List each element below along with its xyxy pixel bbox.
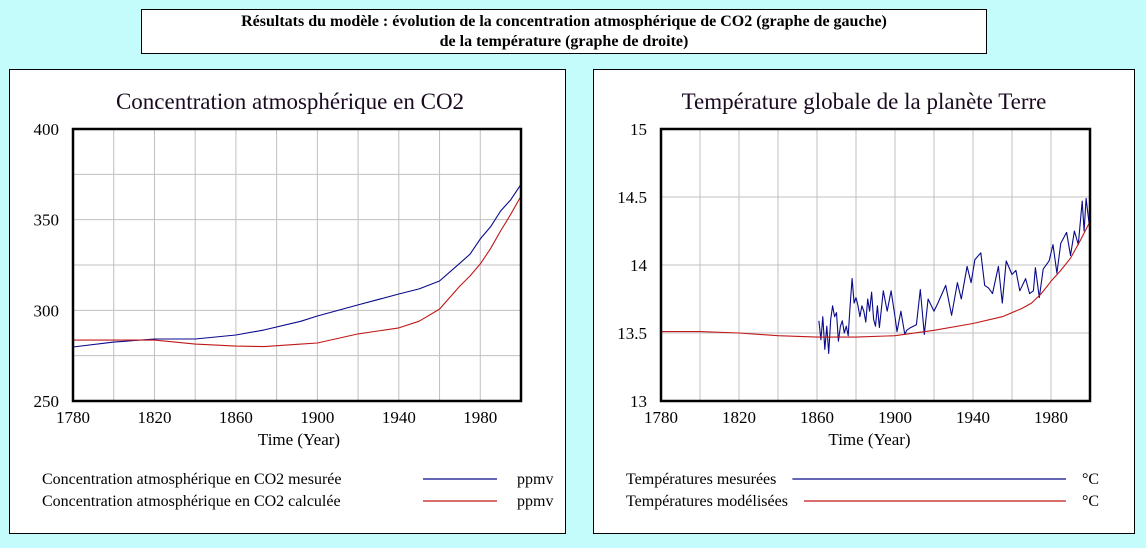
x-tick-label: 1860 bbox=[219, 408, 253, 427]
x-tick-label: 1820 bbox=[722, 408, 756, 427]
y-tick-label: 13 bbox=[630, 392, 647, 411]
results-title-line-1: Résultats du modèle : évolution de la co… bbox=[241, 13, 887, 30]
temperature-chart-panel: Température globale de la planète Terre 1… bbox=[593, 69, 1135, 534]
chart-title: Concentration atmosphérique en CO2 bbox=[116, 89, 464, 114]
plot-frame bbox=[659, 127, 1092, 403]
x-axis-label: Time (Year) bbox=[828, 430, 910, 449]
temperature-chart: Température globale de la planète Terre 1… bbox=[617, 89, 1099, 510]
legend-label: Concentration atmosphérique en CO2 calcu… bbox=[42, 493, 341, 510]
results-title-box: Résultats du modèle : évolution de la co… bbox=[141, 9, 987, 54]
legend-item: Concentration atmosphérique en CO2 mesur… bbox=[42, 471, 553, 488]
results-title-line-2: de la température (graphe de droite) bbox=[439, 33, 689, 50]
y-tick-label: 400 bbox=[34, 120, 60, 139]
legend-label: Températures modélisées bbox=[626, 493, 788, 510]
x-tick-label: 1900 bbox=[300, 408, 334, 427]
legend-label: Concentration atmosphérique en CO2 mesur… bbox=[42, 471, 341, 488]
legend-unit: ppmv bbox=[517, 493, 553, 510]
legend-item: Températures mesurées °C bbox=[626, 471, 1099, 488]
series-line-measured bbox=[72, 183, 522, 348]
y-tick-label: 300 bbox=[34, 301, 60, 320]
legend-unit: ppmv bbox=[517, 471, 553, 488]
x-tick-label: 1940 bbox=[382, 408, 416, 427]
legend-unit: °C bbox=[1082, 493, 1099, 510]
x-tick-label: 1980 bbox=[1034, 408, 1068, 427]
x-tick-label: 1780 bbox=[644, 408, 678, 427]
legend-label: Températures mesurées bbox=[626, 471, 776, 488]
x-tick-label: 1820 bbox=[137, 408, 171, 427]
series-line-measured bbox=[818, 197, 1091, 354]
x-tick-label: 1780 bbox=[56, 408, 90, 427]
x-tick-label: 1860 bbox=[800, 408, 834, 427]
legend-unit: °C bbox=[1082, 471, 1099, 488]
y-tick-label: 350 bbox=[34, 211, 60, 230]
legend: Concentration atmosphérique en CO2 mesur… bbox=[42, 471, 553, 510]
y-tick-label: 250 bbox=[34, 392, 60, 411]
y-tick-label: 15 bbox=[630, 120, 647, 139]
x-tick-label: 1940 bbox=[956, 408, 990, 427]
co2-chart: Concentration atmosphérique en CO2 250 300… bbox=[34, 89, 554, 510]
chart-title: Température globale de la planète Terre bbox=[682, 89, 1047, 114]
y-tick-label: 13.5 bbox=[617, 324, 647, 343]
x-tick-label: 1900 bbox=[878, 408, 912, 427]
legend-item: Températures modélisées °C bbox=[626, 493, 1099, 510]
series-line-modeled bbox=[661, 221, 1091, 338]
legend-item: Concentration atmosphérique en CO2 calcu… bbox=[42, 493, 553, 510]
series-line-modeled bbox=[73, 195, 522, 348]
x-axis-label: Time (Year) bbox=[258, 430, 340, 449]
gridlines bbox=[73, 129, 521, 401]
y-tick-label: 14 bbox=[630, 256, 648, 275]
gridlines bbox=[661, 129, 1090, 401]
plot-frame bbox=[71, 127, 523, 403]
y-tick-label: 14.5 bbox=[617, 188, 647, 207]
x-tick-label: 1980 bbox=[463, 408, 497, 427]
co2-chart-panel: Concentration atmosphérique en CO2 250 300… bbox=[9, 69, 566, 534]
